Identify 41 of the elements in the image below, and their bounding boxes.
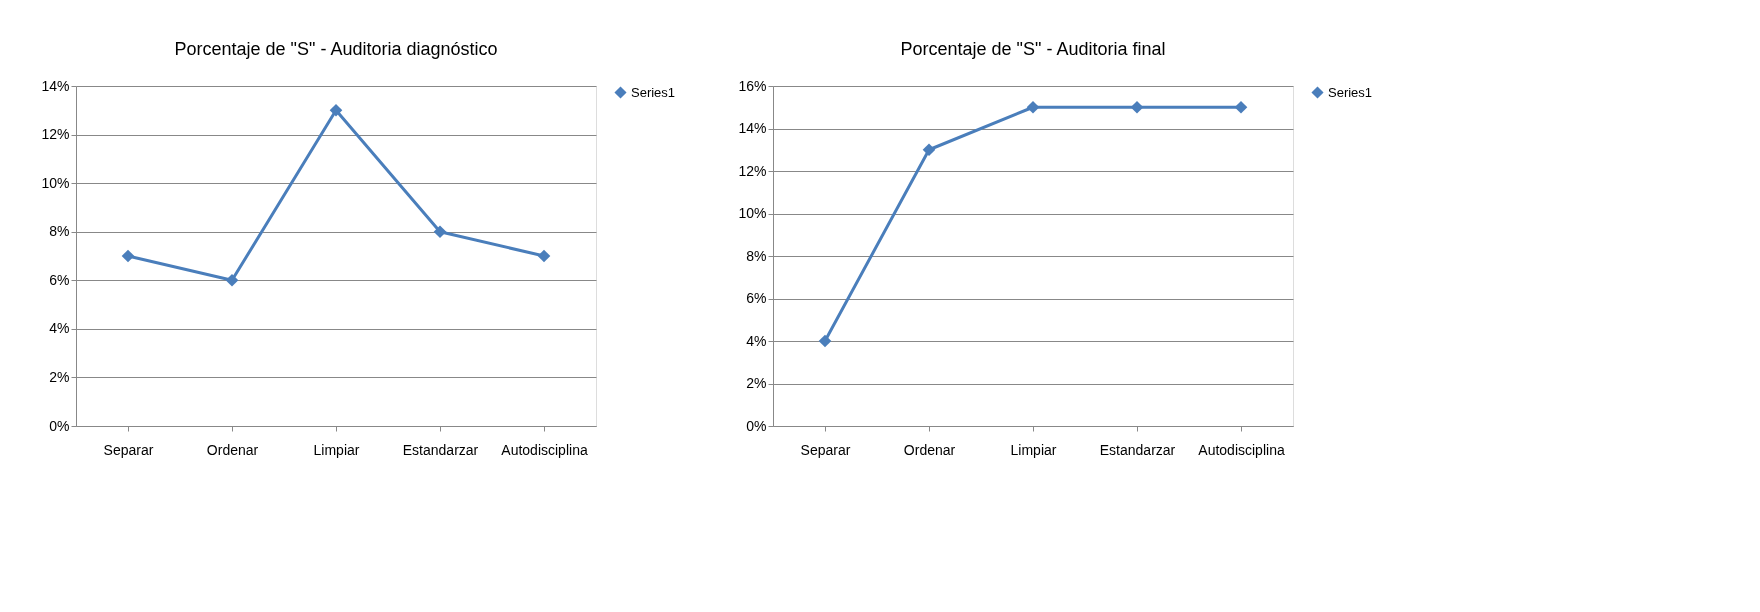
y-tick-label: 12% bbox=[41, 126, 70, 143]
x-tick-label: Estandarzar bbox=[402, 441, 479, 458]
y-tick-label: 12% bbox=[738, 162, 767, 179]
y-tick-label: 16% bbox=[738, 77, 767, 94]
x-tick-label: Separar bbox=[103, 441, 154, 458]
point bbox=[922, 143, 936, 157]
y-tick-label: 2% bbox=[746, 375, 767, 391]
y-tick-label: 6% bbox=[49, 271, 70, 288]
y-tick-label: 14% bbox=[738, 120, 767, 136]
chart-title: Porcentaje de "S" - Auditoria final bbox=[900, 39, 1166, 59]
x-tick-label: Autodisciplina bbox=[501, 441, 588, 458]
chart-title: Porcentaje de "S" - Auditoria diagnóstico bbox=[174, 39, 498, 59]
legend-label: Series1 bbox=[631, 84, 676, 100]
x-tick-label: Limpiar bbox=[313, 441, 360, 458]
y-tick-label: 14% bbox=[41, 77, 70, 94]
y-tick-label: 4% bbox=[49, 320, 70, 337]
x-tick-label: Separar bbox=[800, 441, 851, 458]
point bbox=[1130, 100, 1144, 114]
y-tick-label: 10% bbox=[41, 174, 70, 191]
y-tick-label: 8% bbox=[49, 223, 70, 240]
x-tick-label: Limpiar bbox=[1010, 441, 1057, 458]
y-tick-label: 4% bbox=[746, 332, 767, 349]
point bbox=[225, 273, 239, 287]
legend-label: Series1 bbox=[1328, 84, 1373, 100]
y-tick-label: 0% bbox=[49, 417, 70, 434]
y-tick-label: 8% bbox=[746, 247, 767, 264]
point bbox=[121, 249, 135, 263]
x-tick-label: Ordenar bbox=[903, 441, 956, 458]
point bbox=[818, 334, 832, 348]
x-tick-label: Estandarzar bbox=[1099, 441, 1176, 458]
point bbox=[1234, 100, 1248, 114]
y-tick-label: 6% bbox=[746, 290, 767, 306]
point bbox=[433, 225, 447, 239]
y-tick-label: 2% bbox=[49, 368, 70, 385]
x-tick-label: Ordenar bbox=[206, 441, 259, 458]
point bbox=[537, 249, 551, 263]
point bbox=[1026, 100, 1040, 114]
x-tick-label: Autodisciplina bbox=[1198, 441, 1285, 458]
y-tick-label: 10% bbox=[738, 205, 767, 221]
point bbox=[329, 103, 343, 117]
y-tick-label: 0% bbox=[746, 417, 767, 434]
